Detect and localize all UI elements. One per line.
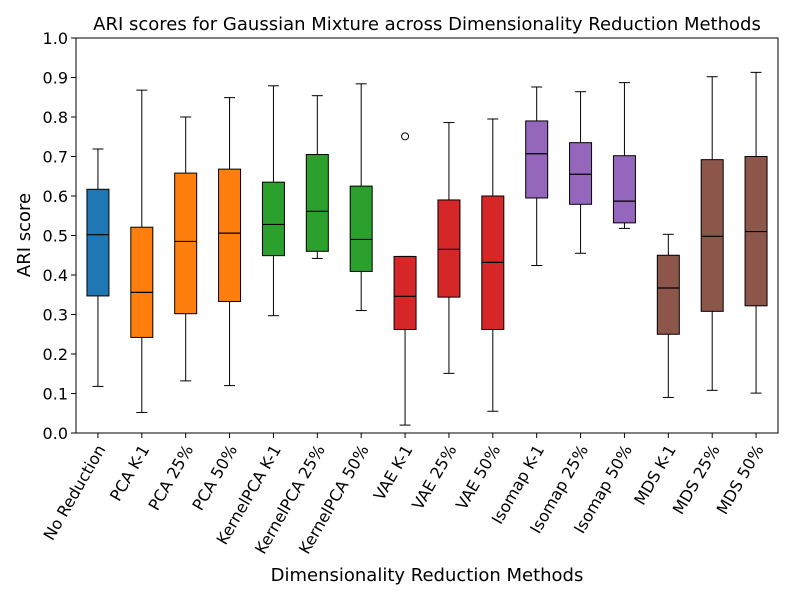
box-body [130, 226, 154, 338]
box-8 [393, 132, 417, 426]
y-tick-label: 0.6 [43, 187, 68, 206]
box-body [525, 120, 549, 199]
box-body [174, 172, 198, 315]
y-tick-label: 0.4 [43, 266, 68, 285]
plot-area [86, 71, 768, 426]
box-body [656, 254, 680, 335]
box-5 [261, 85, 285, 317]
x-tick-label: PCA K-1 [106, 442, 153, 505]
box-body [349, 185, 373, 272]
box-16 [744, 71, 768, 394]
box-13 [612, 82, 636, 229]
y-tick-label: 0.9 [43, 69, 68, 88]
x-tick-label: MDS K-1 [630, 442, 680, 509]
y-tick-label: 0.5 [43, 227, 68, 246]
box-9 [437, 122, 461, 374]
box-body [86, 188, 110, 297]
y-tick-label: 0.1 [43, 385, 68, 404]
box-2 [130, 89, 154, 413]
box-body [437, 199, 461, 298]
box-14 [656, 233, 680, 398]
box-body [261, 181, 285, 257]
y-tick-label: 0.8 [43, 108, 68, 127]
y-tick-label: 1.0 [43, 29, 68, 48]
box-body [700, 159, 724, 312]
x-tick-label: No Reduction [40, 442, 110, 544]
y-axis: 0.0 0.1 0.2 0.3 0.4 0.5 0.6 0.7 0.8 0.9 1.0 [43, 29, 76, 443]
box-4 [218, 97, 242, 387]
y-tick-label: 0.0 [43, 424, 68, 443]
box-body [218, 168, 242, 302]
x-tick-label: VAE K-1 [370, 442, 417, 504]
box-3 [174, 116, 198, 382]
box-6 [305, 95, 329, 259]
box-1 [86, 148, 110, 387]
y-tick-label: 0.7 [43, 148, 68, 167]
box-10 [481, 118, 505, 412]
box-body [569, 142, 593, 205]
box-12 [569, 91, 593, 254]
chart-title: ARI scores for Gaussian Mixture across D… [93, 14, 761, 35]
y-tick-label: 0.2 [43, 345, 68, 364]
box-body [393, 255, 417, 331]
box-11 [525, 86, 549, 267]
box-15 [700, 76, 724, 391]
box-7 [349, 83, 373, 312]
y-axis-title: ARI score [14, 193, 35, 277]
box-body [612, 155, 636, 224]
y-tick-label: 0.3 [43, 306, 68, 325]
box-body [305, 154, 329, 252]
outlier-point [401, 132, 410, 141]
x-axis-title: Dimensionality Reduction Methods [271, 565, 584, 586]
